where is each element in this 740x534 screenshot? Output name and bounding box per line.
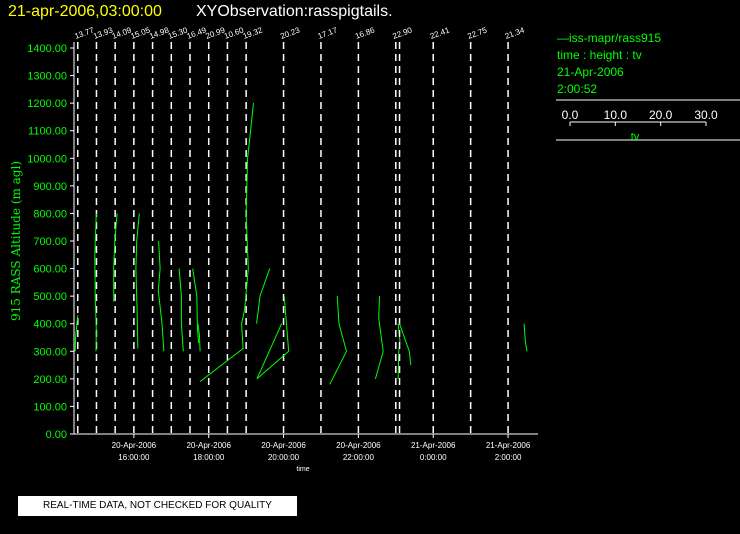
legend-series-label: iss-mapr/rass915 <box>569 31 662 45</box>
tv-profile-line <box>399 323 412 366</box>
y-tick-label: 1000.00 <box>27 153 67 165</box>
tv-profile-line <box>256 268 271 324</box>
y-tick-label: 100.00 <box>33 401 67 413</box>
y-tick-label: 1300.00 <box>27 71 67 83</box>
plot-observation-title: XYObservation:rasspigtails. <box>196 3 393 20</box>
x-tick-time-label: 18:00:00 <box>193 453 225 462</box>
x-tick-date-label: 20-Apr-2006 <box>261 441 306 450</box>
legend-time: 2:00:52 <box>557 82 598 96</box>
x-tick-time-label: 16:00:00 <box>118 453 150 462</box>
legend-date: 21-Apr-2006 <box>557 65 624 79</box>
x-tick-time-label: 22:00:00 <box>343 453 375 462</box>
y-tick-label: 300.00 <box>33 346 67 358</box>
x-tick-date-label: 21-Apr-2006 <box>486 441 531 450</box>
x-tick-time-label: 20:00:00 <box>268 453 300 462</box>
tv-profile-line <box>199 103 254 382</box>
legend-axes-desc: time : height : tv <box>557 48 642 62</box>
tv-profile-line <box>329 296 348 385</box>
tv-profile-line <box>197 323 201 352</box>
y-tick-label: 900.00 <box>33 181 67 193</box>
y-tick-label: 1200.00 <box>27 98 67 110</box>
tv-profile-line <box>256 296 290 380</box>
y-tick-label: 700.00 <box>33 236 67 248</box>
y-tick-label: 200.00 <box>33 374 67 386</box>
legend-series: —iss-mapr/rass915 <box>557 31 662 45</box>
quality-notice: REAL-TIME DATA, NOT CHECKED FOR QUALITY <box>18 496 297 516</box>
profile-tv-label: 22.41 <box>429 25 451 40</box>
tv-profile-line <box>135 213 140 349</box>
legend-scale-title: tv <box>631 131 640 143</box>
profile-tv-label: 21.34 <box>504 25 526 40</box>
x-axis-title: time <box>296 466 309 473</box>
y-tick-label: 500.00 <box>33 291 67 303</box>
x-tick-date-label: 21-Apr-2006 <box>411 441 456 450</box>
legend-panel: —iss-mapr/rass915 time : height : tv 21-… <box>557 30 661 98</box>
profile-tv-label: 22.90 <box>391 25 413 40</box>
tv-profile-line <box>157 240 165 352</box>
x-tick-date-label: 20-Apr-2006 <box>186 441 231 450</box>
x-tick-time-label: 0:00:00 <box>420 453 447 462</box>
y-tick-label: 1400.00 <box>27 43 67 55</box>
y-tick-label: 1100.00 <box>28 126 67 138</box>
profile-tv-label: 16.86 <box>354 25 376 40</box>
y-tick-label: 400.00 <box>33 319 67 331</box>
legend-scale-tick-label: 0.0 <box>562 108 579 122</box>
profile-tv-label: 22.75 <box>466 25 488 40</box>
legend-scale-tick-label: 20.0 <box>649 108 673 122</box>
y-tick-label: 0.00 <box>46 429 67 441</box>
tv-profile-line <box>94 213 97 352</box>
tv-profile-line <box>374 296 384 380</box>
tv-profile-line <box>113 213 118 302</box>
legend-scale-tick-label: 30.0 <box>694 108 718 122</box>
x-tick-time-label: 2:00:00 <box>495 453 522 462</box>
tv-profile-line <box>178 268 184 352</box>
tv-profile-line <box>523 323 528 352</box>
y-tick-label: 600.00 <box>33 264 67 276</box>
y-axis-title: 915 RASS Altitude (m agl) <box>9 161 23 321</box>
x-tick-date-label: 20-Apr-2006 <box>336 441 381 450</box>
profile-tv-label: 20.23 <box>279 25 301 40</box>
y-tick-label: 800.00 <box>33 208 67 220</box>
legend-scale-tick-label: 10.0 <box>604 108 628 122</box>
tv-profile-line <box>74 315 79 352</box>
tv-profile-line <box>192 268 200 344</box>
plot-date-title: 21-apr-2006,03:00:00 <box>8 3 162 20</box>
x-tick-date-label: 20-Apr-2006 <box>112 441 157 450</box>
profile-tv-label: 17.17 <box>317 25 339 40</box>
profile-tv-label: 19.32 <box>242 25 264 40</box>
